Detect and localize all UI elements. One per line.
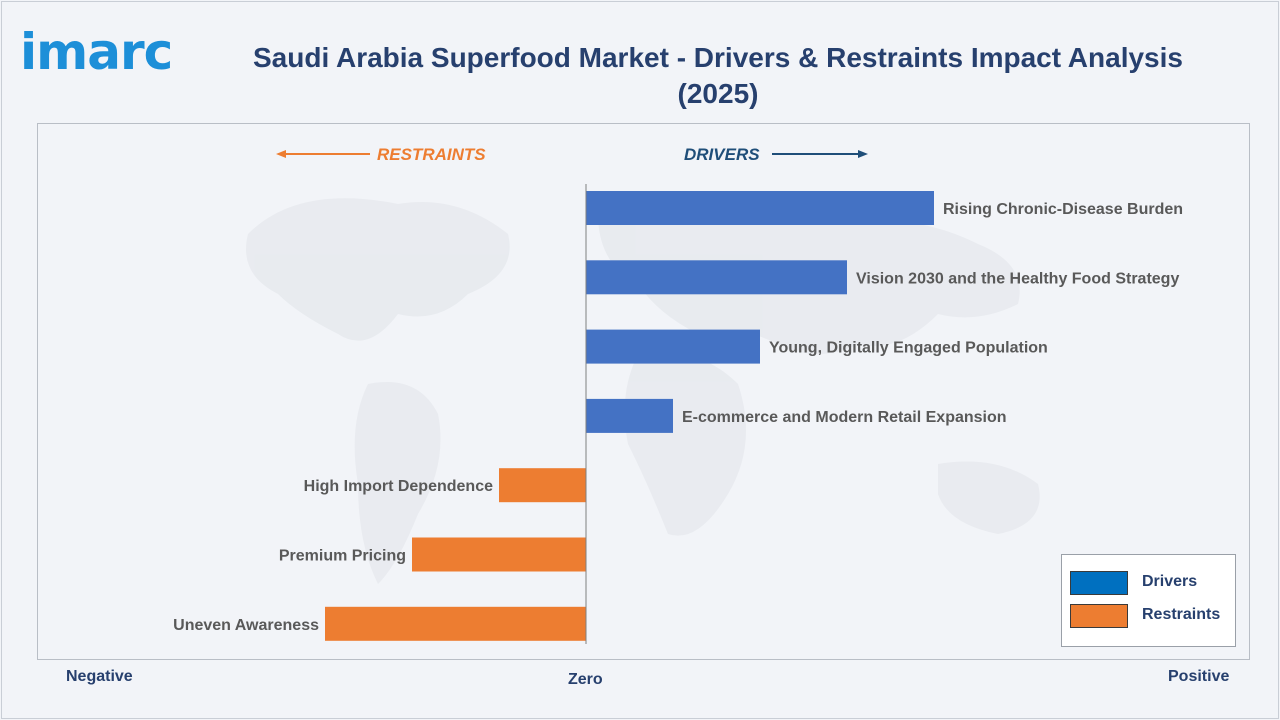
bar-labels-group: Rising Chronic-Disease Burden Vision 2030… [173, 201, 1183, 634]
chart-title: Saudi Arabia Superfood Market - Drivers … [253, 42, 1183, 109]
bar-uneven-awareness [325, 606, 586, 641]
legend-label-restraints: Restraints [1142, 606, 1221, 623]
plot-area: DRIVERS RESTRAINTS Rising Chronic-Diseas… [37, 123, 1250, 660]
axis-negative-label: Negative [66, 668, 133, 685]
axis-zero-label: Zero [568, 671, 603, 688]
legend-swatch-drivers [1070, 571, 1128, 595]
bar-label-uneven-awareness: Uneven Awareness [173, 617, 319, 634]
bars-group [325, 191, 934, 641]
legend-item-restraints: Restraints [1070, 604, 1230, 628]
restraints-header-label: RESTRAINTS [377, 145, 486, 164]
bar-e-commerce-and-modern-retail-expansion [586, 398, 673, 433]
restraints-arrow: RESTRAINTS [276, 145, 486, 164]
legend-item-drivers: Drivers [1070, 571, 1230, 595]
legend: Drivers Restraints [1061, 554, 1236, 647]
drivers-arrow-head [858, 150, 868, 158]
bar-rising-chronic-disease-burden [586, 191, 934, 225]
logo-text: imarc [20, 23, 173, 81]
restraints-arrow-head [276, 150, 286, 158]
bar-high-import-dependence [499, 468, 586, 503]
legend-swatch-restraints [1070, 604, 1128, 628]
bar-premium-pricing [412, 537, 586, 572]
drivers-arrow: DRIVERS [684, 145, 868, 164]
imarc-logo: imarc [20, 14, 202, 80]
bar-label-young-digitally-engaged-population: Young, Digitally Engaged Population [769, 340, 1048, 357]
bar-label-e-commerce-and-modern-retail-expansion: E-commerce and Modern Retail Expansion [682, 409, 1007, 426]
axis-positive-label: Positive [1168, 668, 1230, 685]
bar-vision-2030-and-the-healthy-food-strategy [586, 260, 847, 295]
bar-chart: DRIVERS RESTRAINTS Rising Chronic-Diseas… [173, 145, 1183, 644]
bar-young-digitally-engaged-population [586, 329, 760, 364]
bar-label-vision-2030-and-the-healthy-food-strategy: Vision 2030 and the Healthy Food Strateg… [856, 270, 1179, 287]
bar-label-rising-chronic-disease-burden: Rising Chronic-Disease Burden [943, 201, 1183, 218]
world-map-watermark [246, 196, 1040, 584]
legend-label-drivers: Drivers [1142, 573, 1198, 590]
bar-label-high-import-dependence: High Import Dependence [304, 478, 493, 495]
drivers-header-label: DRIVERS [684, 145, 760, 164]
bar-label-premium-pricing: Premium Pricing [279, 548, 406, 565]
